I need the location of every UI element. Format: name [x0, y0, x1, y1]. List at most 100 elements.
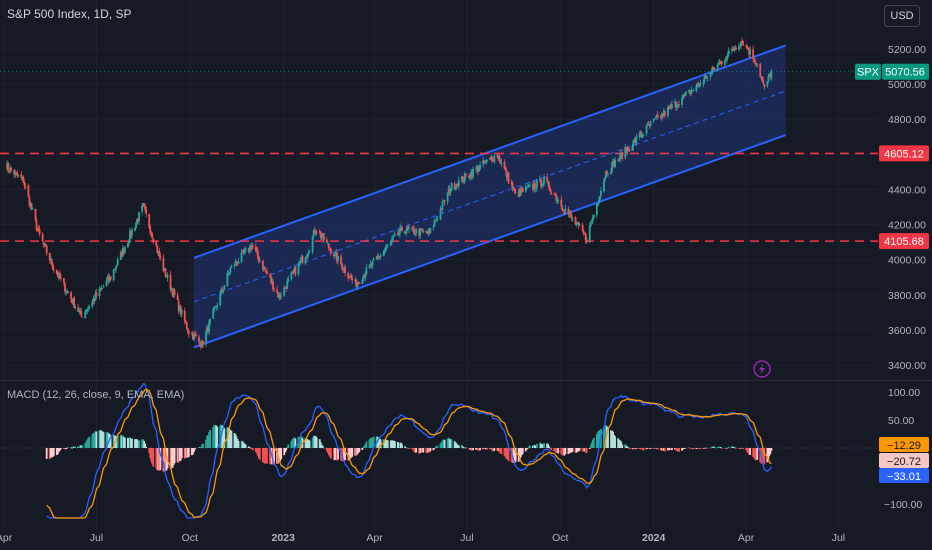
- candle-body: [269, 274, 271, 278]
- macd-histogram-bar: [597, 430, 600, 448]
- candle-body: [276, 289, 279, 293]
- candle-body: [226, 273, 229, 287]
- candle-body: [376, 256, 379, 257]
- candle-body: [249, 246, 252, 250]
- candle-body: [56, 274, 59, 278]
- candle-body: [635, 136, 638, 143]
- macd-histogram-bar: [464, 447, 467, 449]
- macd-histogram-bar: [427, 448, 430, 453]
- lightning-icon[interactable]: [753, 360, 771, 378]
- signal-line: [46, 388, 772, 519]
- candle-body: [407, 226, 409, 229]
- macd-histogram-bar: [434, 447, 437, 448]
- horizontal-levels[interactable]: [0, 152, 878, 242]
- level-badge-label: 4605.12: [884, 148, 924, 160]
- macd-histogram-bar: [631, 448, 634, 450]
- macd-histogram-bar: [173, 448, 176, 464]
- candle-body: [24, 185, 27, 187]
- candle-body: [202, 340, 204, 345]
- macd-histogram-bar: [348, 448, 351, 461]
- macd-histogram-bar: [449, 439, 452, 448]
- candle-body: [31, 208, 34, 210]
- candle-body: [230, 265, 233, 268]
- macd-histogram-bar: [108, 433, 111, 448]
- candle-body: [29, 203, 32, 207]
- time-axis[interactable]: Apr Jul Oct 2023 Apr Jul Oct 2024 Apr Jul: [0, 532, 845, 544]
- macd-histogram-bar: [364, 444, 367, 448]
- candle-body: [461, 176, 464, 182]
- candle-body: [660, 113, 663, 119]
- candle-body: [443, 200, 446, 203]
- macd-histogram-bar: [584, 448, 587, 453]
- macd-histogram-bar: [357, 448, 360, 453]
- candle-body: [148, 213, 151, 228]
- candle-body: [599, 190, 602, 196]
- candle-body: [36, 229, 39, 231]
- candle-body: [759, 63, 762, 77]
- candle-body: [420, 228, 423, 230]
- price-axis[interactable]: 3400.00 3600.00 3800.00 4000.00 4200.00 4400.…: [884, 44, 926, 511]
- candle-body: [171, 289, 174, 296]
- candle-body: [122, 248, 125, 253]
- candle-body: [674, 101, 676, 104]
- candle-body: [385, 245, 388, 249]
- macd-histogram-bar: [539, 442, 541, 448]
- level-badge-label: 4105.68: [884, 236, 924, 248]
- candle-body: [740, 41, 742, 47]
- macd-histogram-bar: [491, 448, 494, 451]
- macd-histogram-bar: [187, 448, 190, 457]
- time-tick-label: Apr: [366, 532, 383, 544]
- candle-body: [605, 170, 607, 178]
- candle-body: [16, 172, 19, 176]
- macd-histogram-bar: [106, 431, 109, 448]
- macd-histogram-bar: [152, 448, 155, 467]
- macd-histogram-bar: [130, 438, 132, 448]
- candle-body: [129, 231, 131, 243]
- macd-histogram-bar: [284, 448, 287, 453]
- macd-histogram-bar: [553, 448, 556, 452]
- candle-body: [705, 75, 708, 79]
- candle-body: [149, 226, 152, 233]
- candle-body: [382, 251, 385, 257]
- candle-body: [752, 49, 755, 59]
- candle-body: [261, 260, 264, 270]
- macd-histogram-bar: [222, 427, 225, 448]
- macd-histogram-bar: [534, 445, 536, 448]
- parallel-channel[interactable]: [193, 44, 786, 349]
- macd-histogram-bar: [585, 448, 588, 453]
- macd-histogram-bar: [163, 448, 166, 471]
- macd-histogram-bar: [233, 433, 236, 448]
- candle-body: [742, 41, 744, 46]
- macd-value-badge: [879, 468, 929, 483]
- macd-histogram-bar: [691, 448, 694, 449]
- macd-histogram-bar: [419, 448, 422, 453]
- candle-body: [706, 77, 709, 79]
- candle-body: [696, 83, 699, 87]
- candle-body: [356, 282, 359, 288]
- macd-histogram-bar: [78, 446, 81, 448]
- candle-body: [106, 277, 109, 281]
- macd-histogram-bar: [697, 448, 700, 449]
- candle-body: [734, 47, 737, 50]
- macd-histogram-bar: [329, 448, 332, 459]
- macd-histogram-bar: [169, 448, 172, 469]
- macd-histogram-bar: [663, 448, 666, 452]
- macd-histogram-bar: [547, 444, 550, 448]
- macd-histogram-bar: [454, 442, 457, 448]
- macd-histogram-bar: [472, 448, 474, 451]
- candle-body: [219, 293, 222, 306]
- candle-body: [755, 63, 758, 65]
- candle-body: [433, 220, 436, 227]
- macd-histogram-bar: [568, 448, 571, 454]
- candle-body: [237, 261, 240, 264]
- candle-body: [619, 153, 622, 160]
- candle-body: [470, 172, 472, 178]
- macd-histogram-bar: [681, 448, 684, 451]
- macd-histogram-bar: [670, 448, 672, 451]
- candle-body: [411, 227, 414, 229]
- macd-histogram-bar: [179, 448, 182, 461]
- currency-button[interactable]: USD: [884, 5, 920, 27]
- macd-histogram-bar: [719, 446, 722, 448]
- candle-body: [649, 121, 652, 126]
